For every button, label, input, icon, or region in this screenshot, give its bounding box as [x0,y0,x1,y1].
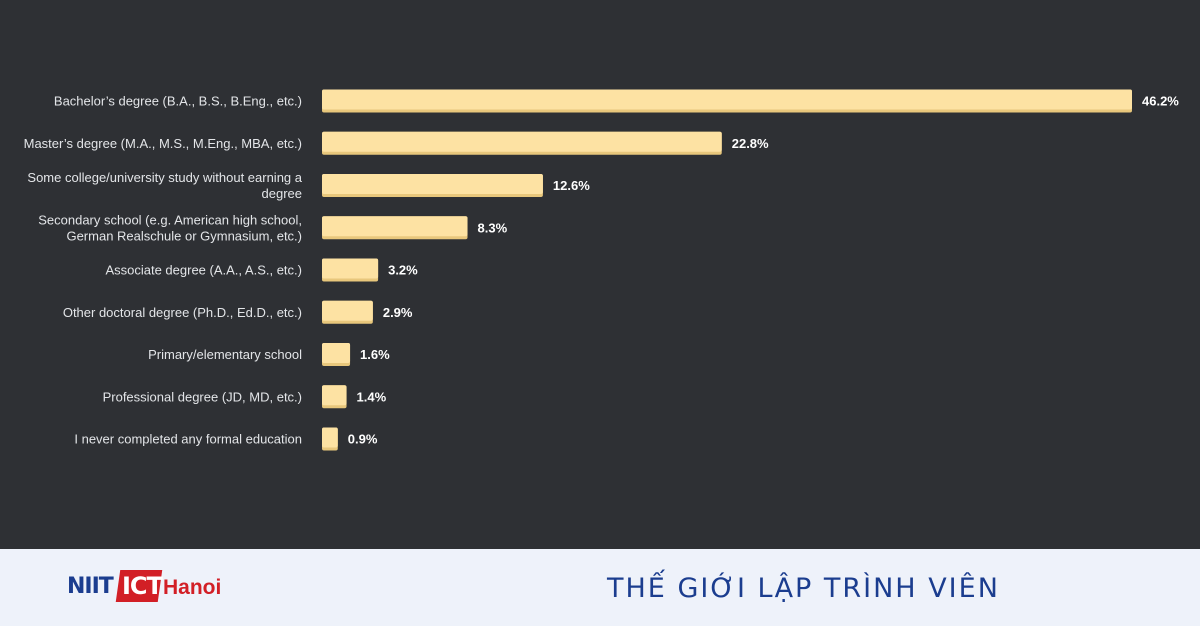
logo-hanoi-text: Hanoi [163,576,222,599]
bar [322,300,373,321]
bar-row: Secondary school (e.g. American high sch… [38,212,507,243]
category-label: German Realschule or Gymnasium, etc.) [66,228,302,243]
tagline: THẾ GIỚI LẬP TRÌNH VIÊN [607,573,1000,604]
bar [322,174,543,194]
bar [322,385,347,406]
category-label: Secondary school (e.g. American high sch… [38,212,302,227]
value-label: 3.2% [388,263,418,278]
footer-banner [0,549,1200,626]
value-label: 0.9% [348,432,378,447]
logo-ict-text: ICT [122,572,163,600]
bar [322,89,1132,110]
value-label: 2.9% [383,305,413,320]
bar [322,427,338,448]
bar-row: Primary/elementary school 1.6% [148,343,390,366]
bar-row: Bachelor’s degree (B.A., B.S., B.Eng., e… [54,89,1179,113]
category-label: Associate degree (A.A., A.S., etc.) [105,263,302,278]
category-label: Other doctoral degree (Ph.D., Ed.D., etc… [63,305,302,320]
bar [322,216,468,237]
category-label: degree [262,186,302,201]
bar-row: Other doctoral degree (Ph.D., Ed.D., etc… [63,300,413,324]
chart-area: Bachelor’s degree (B.A., B.S., B.Eng., e… [23,89,1180,451]
value-label: 12.6% [553,178,590,193]
logo-niit-text: NIIT [67,574,114,599]
value-label: 1.4% [357,389,387,404]
value-label: 8.3% [478,220,508,235]
bar-row: Some college/university study without ea… [27,170,590,201]
category-label: Some college/university study without ea… [27,170,302,185]
category-label: Primary/elementary school [148,347,302,362]
category-label: Master’s degree (M.A., M.S., M.Eng., MBA… [24,136,302,151]
value-label: 46.2% [1142,94,1179,109]
bar [322,131,722,152]
category-label: I never completed any formal education [74,432,302,447]
bar-row: Professional degree (JD, MD, etc.) 1.4% [103,385,387,409]
bar-chart: Bachelor’s degree (B.A., B.S., B.Eng., e… [24,89,1179,451]
bar [322,343,351,363]
category-label: Professional degree (JD, MD, etc.) [103,389,302,404]
bar [322,258,379,279]
niit-ict-hanoi-logo: NIIT ICT Hanoi [67,568,227,606]
bar-row: Associate degree (A.A., A.S., etc.) 3.2% [105,258,418,282]
bar-row: I never completed any formal education 0.… [74,427,378,451]
value-label: 22.8% [732,136,769,151]
value-label: 1.6% [360,347,390,362]
category-label: Bachelor’s degree (B.A., B.S., B.Eng., e… [54,94,302,109]
bar-row: Master’s degree (M.A., M.S., M.Eng., MBA… [24,131,769,155]
